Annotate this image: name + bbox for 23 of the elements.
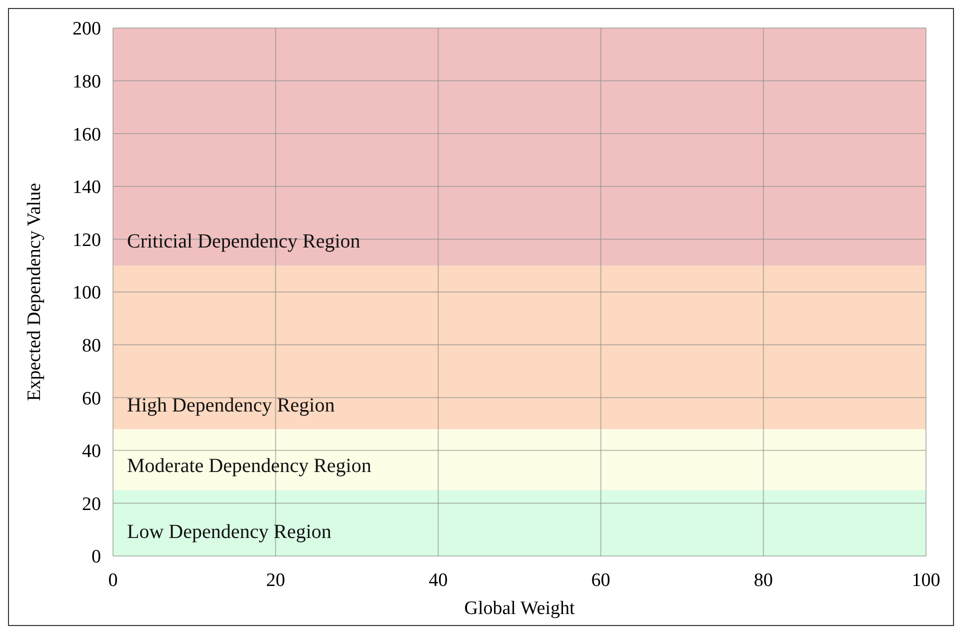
x-tick-label: 60 — [591, 570, 610, 591]
y-tick-label: 60 — [82, 388, 101, 410]
y-tick-label: 0 — [92, 546, 101, 568]
y-tick-label: 100 — [72, 282, 101, 304]
y-axis-title: Expected Dependency Value — [24, 182, 45, 402]
y-tick-label: 120 — [72, 230, 101, 251]
band-label: Criticial Dependency Region — [127, 230, 360, 253]
x-tick-label: 20 — [266, 570, 286, 591]
y-tick-label: 140 — [72, 177, 101, 198]
band-label: Low Dependency Region — [127, 521, 332, 543]
x-tick-label: 40 — [428, 570, 448, 591]
band-label: High Dependency Region — [127, 394, 335, 416]
band-label: Moderate Dependency Region — [127, 455, 372, 477]
y-tick-label: 180 — [72, 71, 101, 92]
x-tick-label: 100 — [912, 570, 940, 591]
x-tick-label: 0 — [108, 570, 118, 591]
y-tick-label: 20 — [82, 494, 101, 515]
x-axis-title: Global Weight — [464, 598, 576, 619]
y-tick-label: 40 — [82, 441, 101, 462]
y-tick-label: 200 — [72, 18, 101, 40]
y-tick-label: 160 — [72, 124, 101, 146]
y-tick-label: 80 — [82, 335, 101, 356]
x-tick-label: 80 — [754, 570, 773, 591]
